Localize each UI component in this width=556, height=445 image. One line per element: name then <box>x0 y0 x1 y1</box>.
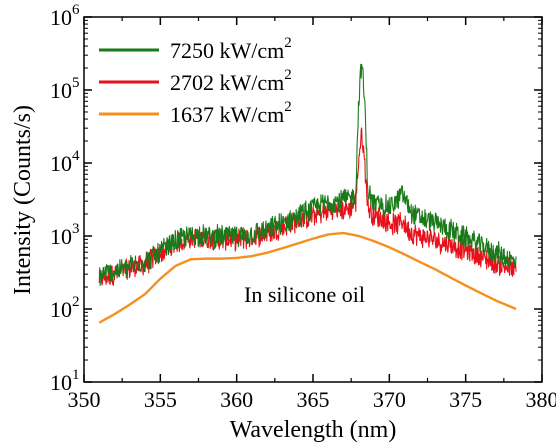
y-tick-label-2: 103 <box>50 221 80 249</box>
y-tick-label-5: 106 <box>50 2 80 30</box>
y-tick-label-0: 101 <box>50 367 80 395</box>
series-line-0 <box>98 63 517 287</box>
legend: 7250 kW/cm2 2702 kW/cm2 1637 kW/cm2 <box>99 35 292 127</box>
series-line-1 <box>98 127 517 286</box>
y-tick-label-1: 102 <box>50 294 80 322</box>
y-tick-label-4: 105 <box>50 75 80 103</box>
annotation-label: In silicone oil <box>244 282 365 307</box>
series-line-2 <box>98 231 517 324</box>
legend-label-2: 1637 kW/cm2 <box>170 99 292 127</box>
x-tick-label-0: 350 <box>68 387 101 412</box>
ticks-layer <box>83 16 543 383</box>
x-axis-title: Wavelength (nm) <box>230 417 397 443</box>
x-tick-label-2: 360 <box>220 387 253 412</box>
legend-label-1: 2702 kW/cm2 <box>170 67 292 95</box>
y-axis-title: Intensity (Counts/s) <box>10 105 36 295</box>
y-tick-labels: 101 102 103 104 105 106 <box>50 2 80 395</box>
x-tick-label-6: 380 <box>526 387 556 412</box>
x-tick-label-5: 375 <box>449 387 482 412</box>
y-tick-label-3: 104 <box>50 148 80 176</box>
legend-label-0: 7250 kW/cm2 <box>170 35 292 63</box>
x-tick-labels: 350 355 360 365 370 375 380 <box>68 387 556 412</box>
x-tick-label-4: 370 <box>373 387 406 412</box>
x-tick-label-3: 365 <box>297 387 330 412</box>
x-tick-label-1: 355 <box>144 387 177 412</box>
series-layer <box>98 63 517 324</box>
